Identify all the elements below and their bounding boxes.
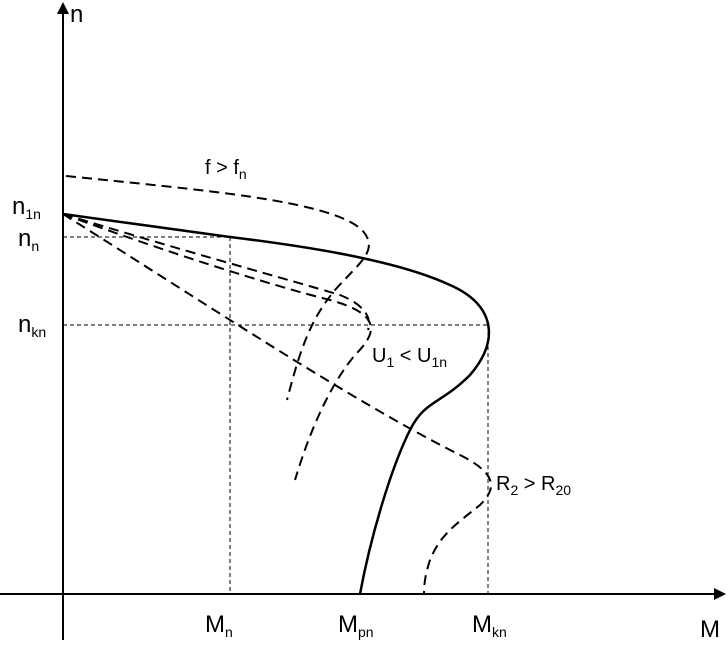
- annotation: R2 > R20: [496, 473, 571, 498]
- x-label: Mn: [205, 611, 233, 640]
- x-axis-label: M: [700, 616, 720, 643]
- dashed-curves: [62, 175, 492, 595]
- annotation: f > fn: [205, 157, 247, 182]
- x-label: Mkn: [472, 611, 507, 640]
- x-label: Mpn: [338, 611, 374, 640]
- natural-curve: [62, 212, 491, 595]
- reference-lines: [63, 236, 489, 594]
- annotation: U1 < U1n: [372, 345, 447, 370]
- y-label: nn: [18, 225, 39, 254]
- y-axis-label: n: [70, 1, 83, 28]
- y-label: n1n: [12, 193, 41, 222]
- y-label: nkn: [18, 311, 46, 340]
